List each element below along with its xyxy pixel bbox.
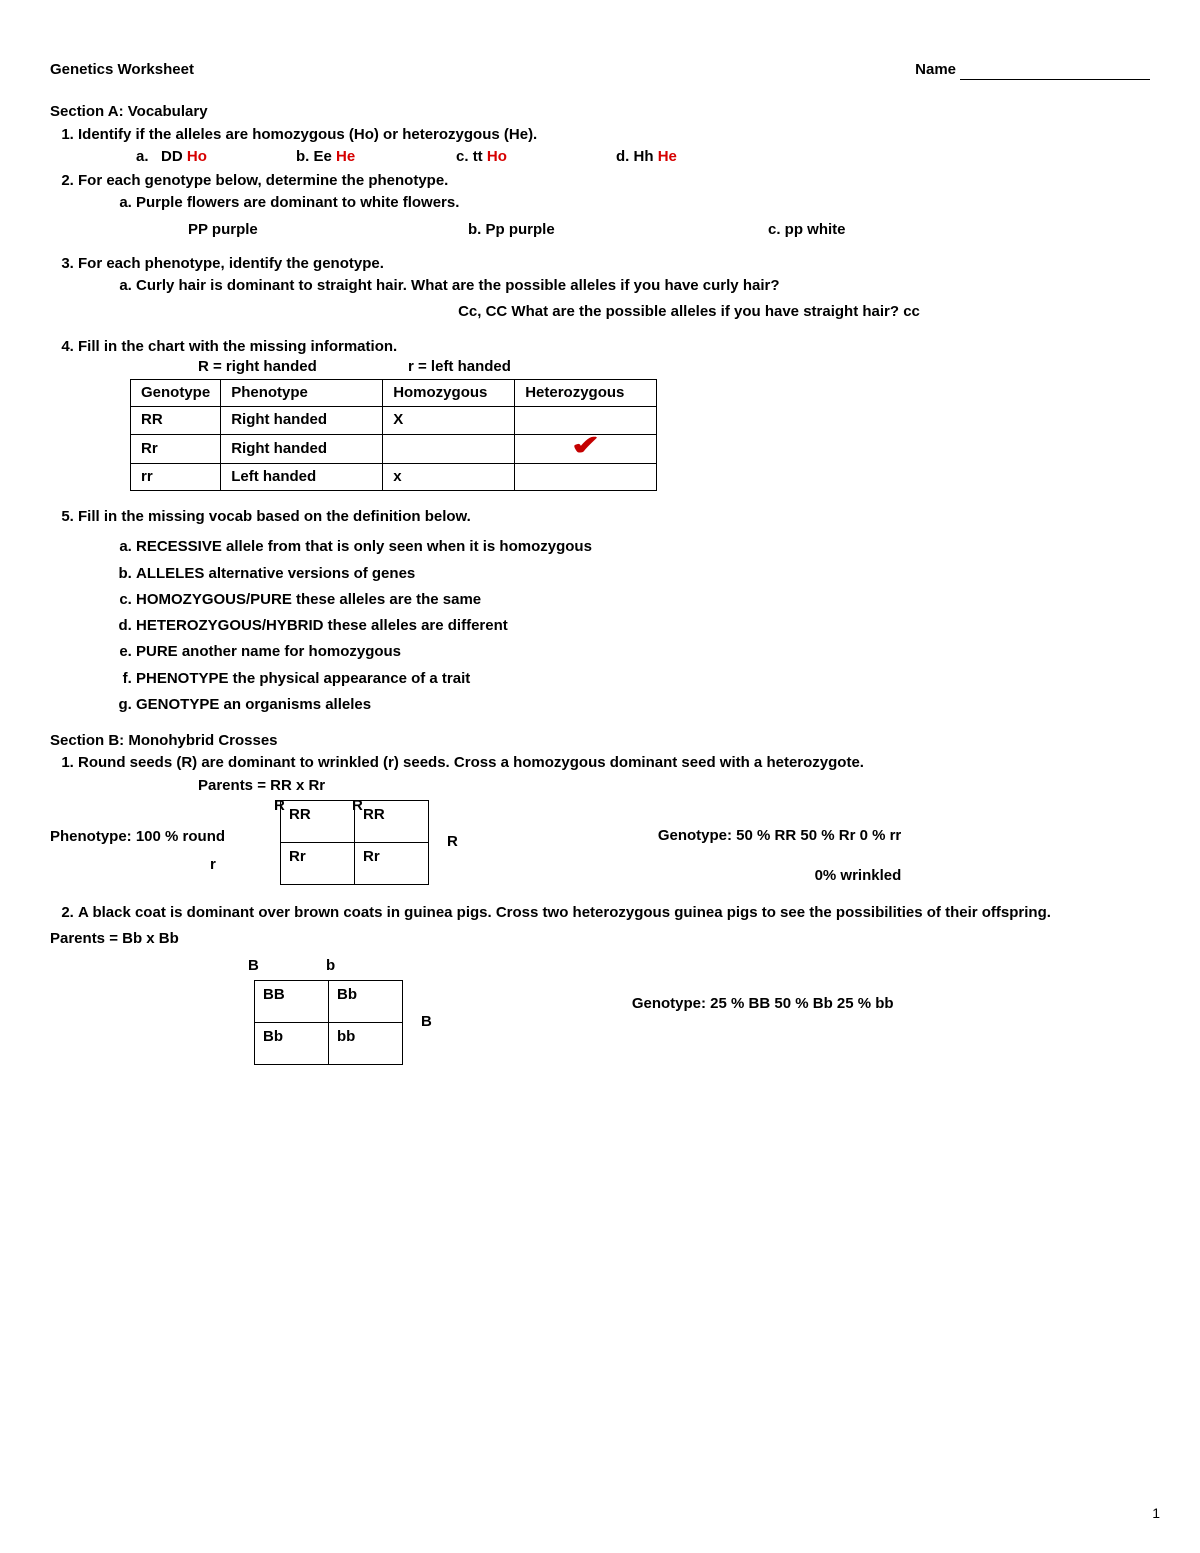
q5: Fill in the missing vocab based on the d… [78,507,1150,715]
side-allele-right: R [447,832,458,852]
q1: Identify if the alleles are homozygous (… [78,125,1150,168]
vocab-c: HOMOZYGOUS/PURE these alleles are the sa… [136,590,1150,610]
top-allele: B [248,956,326,976]
vocab-a: RECESSIVE allele from that is only seen … [136,537,1150,557]
page-number: 1 [1152,1504,1160,1523]
q2-sub: Purple flowers are dominant to white flo… [136,193,1150,213]
q2-b: b. Pp purple [468,220,768,240]
b-q2-genotype: Genotype: 25 % BB 50 % Bb 25 % bb [632,994,894,1014]
q4-table: Genotype Phenotype Homozygous Heterozygo… [130,379,657,491]
q1-c: c. tt Ho [456,147,616,167]
th-phenotype: Phenotype [221,380,383,407]
q3-answer: Cc, CC What are the possible alleles if … [78,302,1150,322]
th-homozygous: Homozygous [383,380,515,407]
top-allele: b [326,956,404,976]
side-allele-r: r [210,855,1200,875]
q2-a: PP purple [188,220,468,240]
q1-b: b. Ee He [296,147,456,167]
vocab-g: GENOTYPE an organisms alleles [136,695,1150,715]
q3: For each phenotype, identify the genotyp… [78,254,1150,323]
b-q1-parents: Parents = RR x Rr [78,776,1150,796]
vocab-f: PHENOTYPE the physical appearance of a t… [136,669,1150,689]
doc-title: Genetics Worksheet [50,60,194,80]
table-row: rrLeft handedx [131,463,657,490]
name-field: Name [915,60,1150,80]
q2: For each genotype below, determine the p… [78,171,1150,240]
vocab-b: ALLELES alternative versions of genes [136,564,1150,584]
b-q1-pheno-left: Phenotype: 100 % round [50,827,250,847]
q1-a: a. DD Ho [136,147,296,167]
check-icon: ✔ [570,437,602,454]
punnett-square: BBBb Bbbb [254,980,403,1065]
th-heterozygous: Heterozygous [515,380,657,407]
b-q2: A black coat is dominant over brown coat… [78,903,1150,923]
q1-d: d. Hh He [616,147,776,167]
side-allele-right: B [421,1012,432,1032]
q3-sub: Curly hair is dominant to straight hair.… [136,276,1150,296]
th-genotype: Genotype [131,380,221,407]
table-row: RrRight handed✔ [131,434,657,463]
q4-legend: R = right handedr = left handed [78,357,1150,377]
section-b-title: Section B: Monohybrid Crosses [50,731,1150,751]
q4: Fill in the chart with the missing infor… [78,337,1150,492]
b-q2-parents: Parents = Bb x Bb [50,929,1150,949]
vocab-d: HETEROZYGOUS/HYBRID these alleles are di… [136,616,1150,636]
b-q1-genotype: Genotype: 50 % RR 50 % Rr 0 % rr [658,826,901,846]
q2-c: c. pp white [768,220,846,240]
section-a-title: Section A: Vocabulary [50,102,1150,122]
vocab-e: PURE another name for homozygous [136,642,1150,662]
